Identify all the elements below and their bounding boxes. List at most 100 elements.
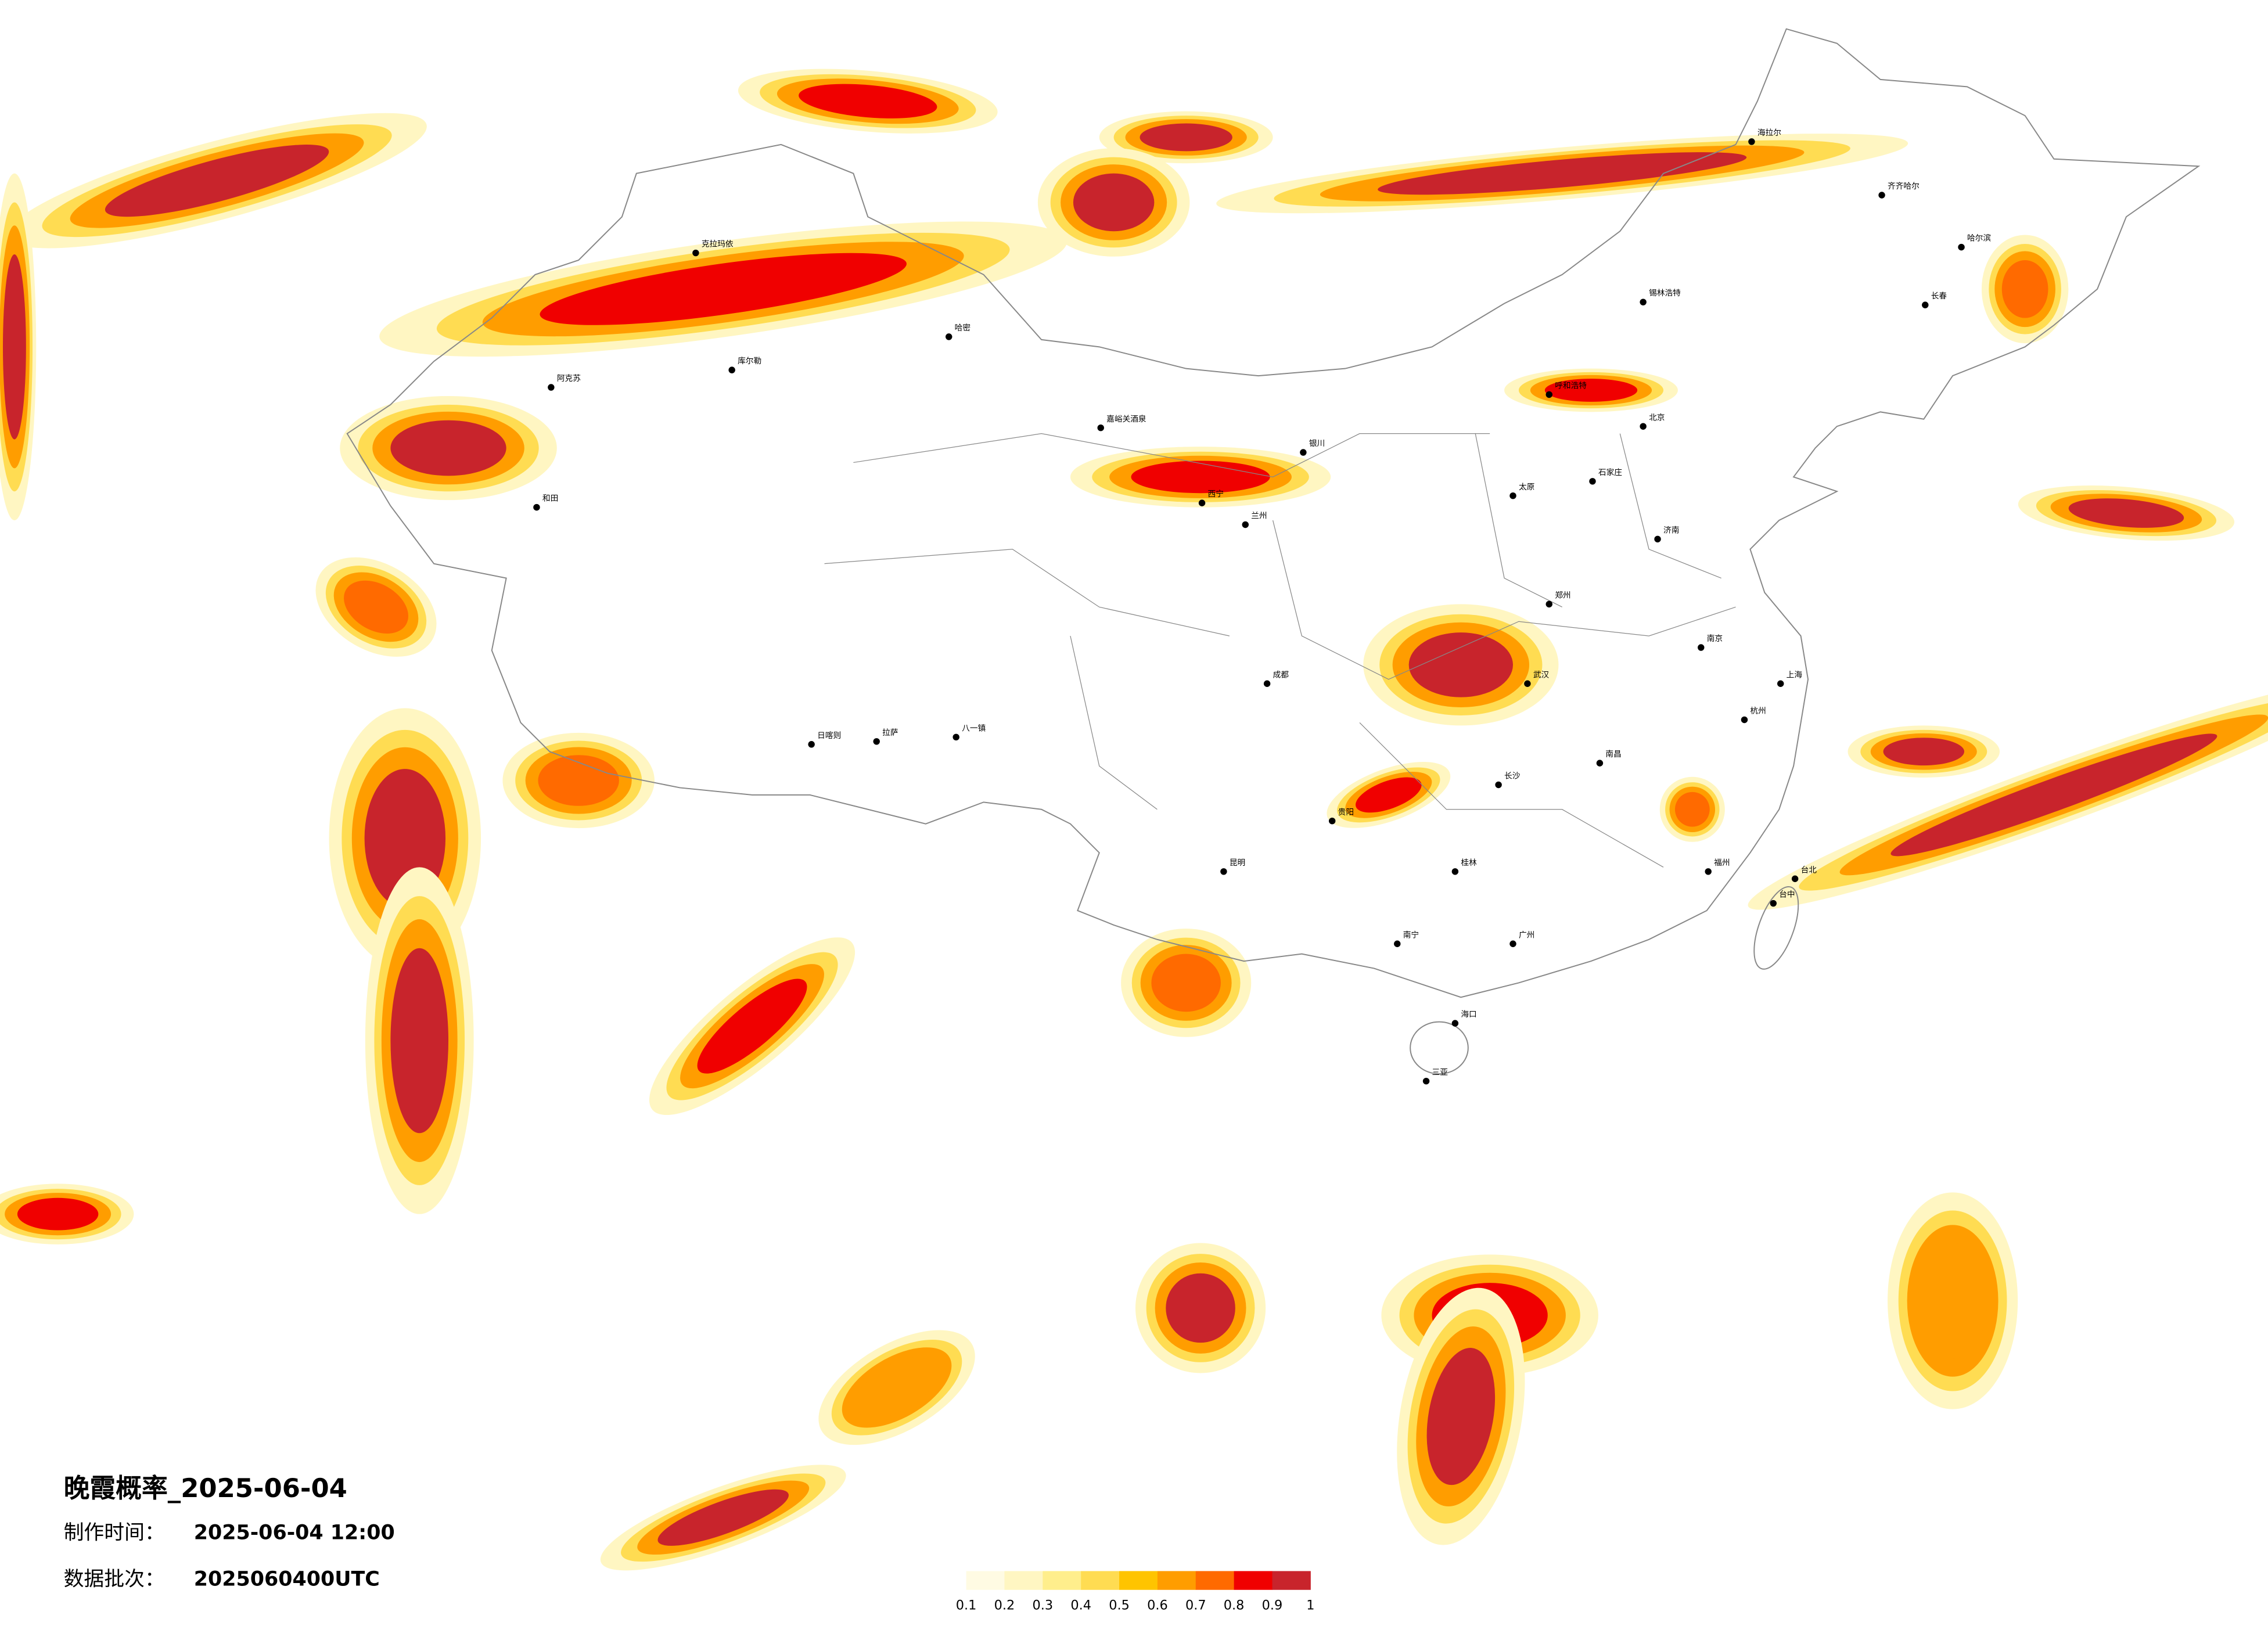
city-label: 长沙 — [1504, 772, 1521, 781]
probability-area — [540, 253, 907, 325]
probability-area — [390, 420, 506, 476]
city-dot — [1748, 138, 1755, 145]
produced-label: 制作时间： — [64, 1521, 165, 1545]
legend-tick: 0.1 — [956, 1598, 977, 1613]
city-label: 兰州 — [1251, 512, 1267, 521]
legend-swatch — [1119, 1571, 1158, 1590]
probability-area — [657, 1489, 789, 1546]
legend-tick: 0.6 — [1147, 1598, 1168, 1613]
city-dot — [1328, 817, 1336, 825]
city-dot — [1545, 600, 1552, 608]
city-label: 三亚 — [1432, 1068, 1448, 1077]
legend-swatch — [1043, 1571, 1081, 1590]
city-label: 阿克苏 — [557, 374, 581, 383]
legend-tick: 0.8 — [1224, 1598, 1245, 1613]
probability-area — [344, 580, 408, 634]
city-label: 南昌 — [1605, 750, 1621, 759]
city-label: 哈密 — [955, 323, 971, 333]
city-dot — [873, 738, 880, 745]
city-dot — [1741, 716, 1748, 724]
city-label: 武汉 — [1533, 670, 1550, 679]
legend-tick: 0.7 — [1185, 1598, 1206, 1613]
city-dot — [1451, 868, 1459, 875]
legend-swatch — [1195, 1571, 1235, 1590]
city-label: 克拉玛依 — [702, 240, 734, 249]
legend-swatch — [1081, 1571, 1120, 1590]
probability-area — [1918, 1243, 1987, 1359]
batch: 2025060400UTC — [194, 1567, 380, 1591]
probability-area — [1151, 954, 1221, 1012]
probability-area — [105, 145, 329, 217]
city-dot — [1198, 499, 1206, 506]
borders — [346, 28, 2201, 1075]
city-dot — [533, 503, 540, 511]
city-dot — [1878, 192, 1885, 199]
probability-area — [2068, 498, 2184, 528]
city-label: 八一镇 — [962, 724, 986, 733]
city-dot — [1654, 535, 1661, 543]
city-dot — [1640, 298, 1647, 305]
produced: 2025-06-04 12:00 — [194, 1521, 395, 1545]
city-dot — [692, 249, 699, 257]
city-label: 哈尔滨 — [1967, 234, 1991, 243]
city-label: 库尔勒 — [738, 357, 761, 366]
city-dot — [1300, 449, 1307, 456]
city-dot — [548, 384, 555, 391]
city-dot — [1705, 868, 1712, 875]
china-outline — [346, 28, 2201, 998]
probability-area — [1544, 379, 1638, 402]
probability-area — [1131, 461, 1270, 494]
probability-area — [1674, 792, 1710, 827]
province-lines — [824, 433, 1736, 868]
city-label: 银川 — [1309, 439, 1325, 448]
city-label: 贵阳 — [1338, 808, 1354, 817]
legend-tick: 0.2 — [994, 1598, 1015, 1613]
city-label: 太原 — [1519, 483, 1534, 492]
legend-tick: 0.3 — [1033, 1598, 1054, 1613]
city-label: 济南 — [1663, 526, 1679, 535]
probability-area — [1140, 123, 1232, 152]
city-label: 福州 — [1714, 858, 1730, 868]
city-dot — [1263, 680, 1271, 687]
city-dot — [1589, 478, 1596, 485]
city-label: 呼和浩特 — [1555, 382, 1587, 391]
city-dot — [1509, 940, 1516, 947]
probability-area — [538, 755, 619, 806]
probability-area — [1356, 777, 1422, 813]
city-dot — [1777, 680, 1784, 687]
probability-area — [1890, 733, 2217, 857]
city-label: 海口 — [1461, 1010, 1476, 1019]
title: 晚霞概率_2025-06-04 — [64, 1473, 347, 1503]
city-label: 石家庄 — [1598, 467, 1622, 477]
city-label: 长春 — [1931, 292, 1947, 301]
taiwan — [1753, 886, 1799, 970]
city-label: 上海 — [1787, 670, 1803, 679]
city-label: 台中 — [1779, 890, 1795, 900]
probability-area — [1883, 738, 1965, 766]
city-label: 成都 — [1273, 670, 1289, 679]
probability-area — [390, 948, 449, 1134]
city-dot — [1770, 900, 1777, 907]
probability-area — [1073, 173, 1155, 232]
city-dot — [1451, 1020, 1459, 1027]
probability-field — [0, 69, 2268, 1571]
city-dot — [1596, 760, 1604, 767]
legend-swatch — [1004, 1571, 1043, 1590]
hainan — [1410, 1021, 1469, 1075]
city-label: 郑州 — [1555, 591, 1570, 600]
city-dot — [1422, 1077, 1430, 1085]
city-label: 昆明 — [1230, 858, 1245, 868]
probability-area — [697, 979, 807, 1074]
city-dot — [728, 366, 735, 373]
city-label: 杭州 — [1750, 707, 1766, 716]
probability-area — [799, 84, 937, 118]
city-dot — [1524, 680, 1531, 687]
legend-swatch — [1272, 1571, 1311, 1590]
legend-swatch — [1234, 1571, 1273, 1590]
probability-area — [1408, 632, 1513, 697]
city-dot — [1698, 644, 1705, 651]
city-label: 南京 — [1707, 634, 1723, 643]
